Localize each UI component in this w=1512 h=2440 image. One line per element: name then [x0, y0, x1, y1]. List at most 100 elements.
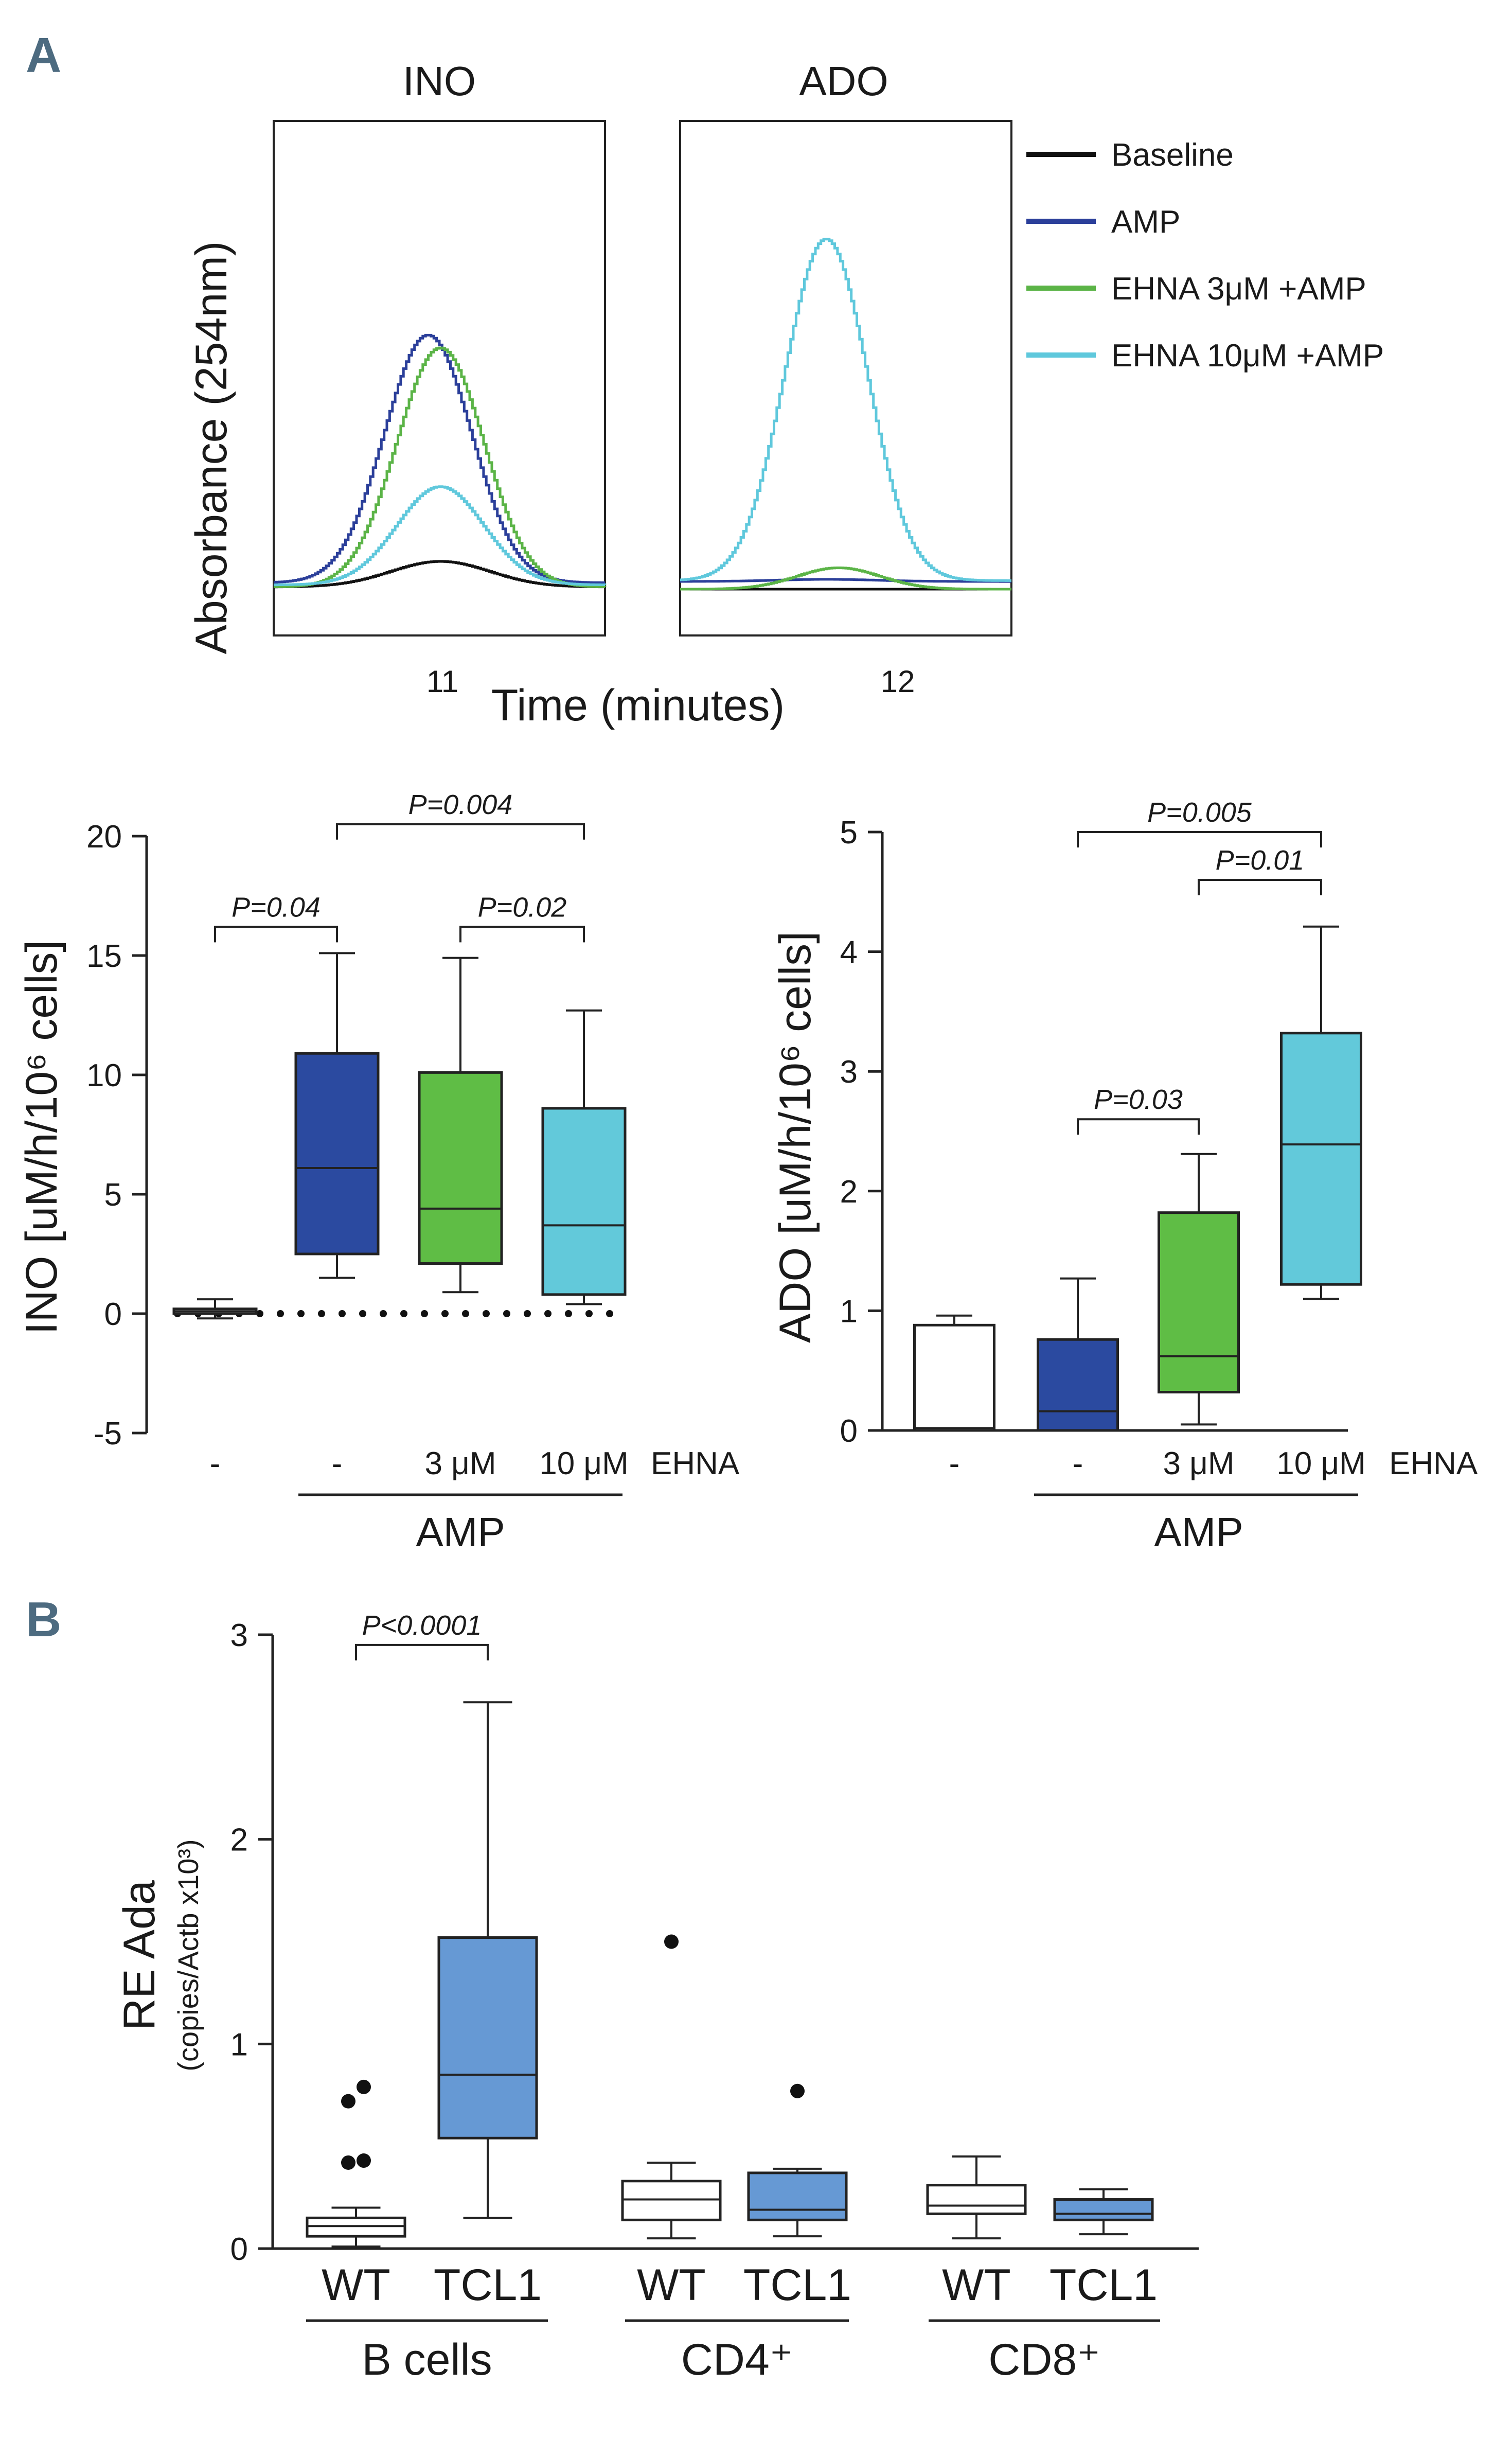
panel-a-label: A [26, 28, 61, 83]
outlier-point [341, 2094, 355, 2109]
ino-category-label: - [210, 1446, 221, 1481]
zero-line-dot [503, 1310, 510, 1317]
ado-category-label: - [1073, 1446, 1083, 1481]
zero-line-dot [524, 1310, 531, 1317]
ino-series-lines [274, 333, 607, 589]
zero-line-dot [400, 1310, 407, 1317]
y-tick-label: 5 [840, 815, 858, 851]
y-tick-label: 2 [840, 1174, 858, 1210]
chromatogram-trace-ehna-3-m-amp [680, 567, 1011, 591]
box-0 [913, 1323, 995, 1432]
significance-bracket [214, 926, 338, 943]
significance-bracket [1077, 831, 1322, 847]
ino-chromatogram-title: INO [403, 58, 476, 104]
p-value-label: P=0.004 [408, 789, 513, 820]
y-tick-label: 0 [104, 1297, 122, 1332]
box-3 [1280, 1032, 1362, 1286]
ada-category-label: WT [637, 2260, 706, 2310]
chromatogram-y-axis-label: Absorbance (254nm) [187, 241, 236, 654]
y-tick-label: 0 [230, 2232, 248, 2267]
chromatogram-trace-ehna-10-m-amp [680, 238, 1011, 582]
zero-line-dot [277, 1310, 284, 1317]
p-value-label: P=0.01 [1216, 845, 1305, 876]
chromatogram-trace-amp [680, 578, 1011, 583]
chromatogram-trace-baseline [274, 560, 607, 589]
legend-label-3: EHNA 10μM +AMP [1111, 338, 1384, 374]
ado-chromatogram-title: ADO [799, 58, 888, 104]
outlier-point [357, 2153, 371, 2168]
p-value-label: P=0.02 [478, 892, 567, 923]
chromatogram-trace-amp [274, 333, 605, 584]
y-tick-label: 2 [230, 1823, 248, 1858]
panel-b-label: B [26, 1592, 61, 1647]
ado-category-label: 10 μM [1276, 1446, 1366, 1481]
ino-category-label: 10 μM [539, 1446, 629, 1481]
p-value-label: P=0.005 [1147, 797, 1252, 828]
ado-plot-frame [679, 120, 1012, 636]
chromatogram-trace-ehna-10-m-amp [274, 485, 607, 587]
p-value-label: P=0.04 [232, 892, 321, 923]
zero-line-dot [256, 1310, 263, 1317]
ino-y-axis-label: INO [uM/h/10⁶ cells] [17, 940, 66, 1335]
ada-group-label: CD4⁺ [681, 2335, 793, 2384]
ino-category-label: 3 μM [424, 1446, 496, 1481]
ada-group-label: CD8⁺ [988, 2335, 1100, 2384]
ada-group-label: B cells [362, 2335, 492, 2384]
ada-category-label: TCL1 [1049, 2260, 1158, 2310]
chromatogram-trace-ehna-3-m-amp [274, 346, 607, 588]
y-tick-label: 5 [104, 1177, 122, 1213]
outlier-point [664, 1934, 679, 1949]
zero-line-dot [339, 1310, 346, 1317]
box-plot-ino: -5 0 5 10 15 20 P=0.04 P=0.02 P=0.004 INO [uM/h/1… [17, 789, 740, 1555]
box-4 [926, 2184, 1027, 2215]
ino-xtick-label: 11 [426, 664, 458, 699]
ino-category-label: - [332, 1446, 343, 1481]
significance-bracket [355, 1643, 489, 1660]
zero-line-dot [297, 1310, 305, 1317]
outlier-point [357, 2079, 371, 2094]
p-value-label: P<0.0001 [362, 1610, 482, 1641]
box-3 [541, 1107, 627, 1296]
y-tick-label: 3 [840, 1054, 858, 1090]
y-tick-label: 3 [230, 1618, 248, 1653]
zero-line-dot [585, 1310, 593, 1317]
zero-line-dot [318, 1310, 325, 1317]
ado-group-label: AMP [1154, 1509, 1243, 1555]
y-tick-label: 10 [86, 1058, 122, 1093]
chromatogram-ado: ADO 12 [679, 58, 1012, 699]
zero-line-dot [544, 1310, 552, 1317]
zero-line-dot [606, 1310, 613, 1317]
box-5 [1053, 2198, 1154, 2221]
zero-line-dot [441, 1310, 449, 1317]
box-1 [1037, 1338, 1119, 1432]
box-plot-ada: 0 1 2 3 P<0.0001 RE Ada (copies/Actb x10³) WT TC… [115, 1610, 1199, 2384]
zero-line-dot [483, 1310, 490, 1317]
zero-line-dot [421, 1310, 428, 1317]
y-tick-label: -5 [94, 1416, 122, 1452]
ada-category-label: WT [322, 2260, 390, 2310]
ino-category-suffix: EHNA [651, 1446, 740, 1481]
chromatogram-ino: INO 11 Absorbance (254nm) Time (minutes) [187, 58, 785, 730]
zero-line-dot [565, 1310, 572, 1317]
chromatogram-x-axis-label: Time (minutes) [491, 681, 785, 730]
y-tick-label: 15 [86, 939, 122, 974]
ino-group-label: AMP [416, 1509, 505, 1555]
significance-bracket [459, 926, 585, 943]
box-2 [418, 1071, 503, 1265]
box-1 [294, 1052, 380, 1256]
y-tick-label: 1 [840, 1294, 858, 1329]
significance-bracket [1198, 879, 1322, 896]
box-plot-ado: 0 1 2 3 4 5 P=0.03 P=0.01 P=0.005 ADO [uM/h/10⁶ c… [771, 797, 1478, 1555]
ada-category-label: TCL1 [434, 2260, 542, 2310]
y-tick-label: 0 [840, 1413, 858, 1449]
ado-y-axis-label: ADO [uM/h/10⁶ cells] [771, 931, 820, 1343]
ada-y-axis-sublabel: (copies/Actb x10³) [172, 1839, 204, 2071]
ado-series-lines [680, 238, 1011, 591]
ada-y-axis-label: RE Ada [115, 1880, 164, 2030]
ado-category-label: - [949, 1446, 960, 1481]
zero-line-dot [462, 1310, 469, 1317]
significance-bracket [1077, 1118, 1200, 1135]
legend-label-1: AMP [1111, 204, 1180, 240]
p-value-label: P=0.03 [1094, 1084, 1183, 1115]
